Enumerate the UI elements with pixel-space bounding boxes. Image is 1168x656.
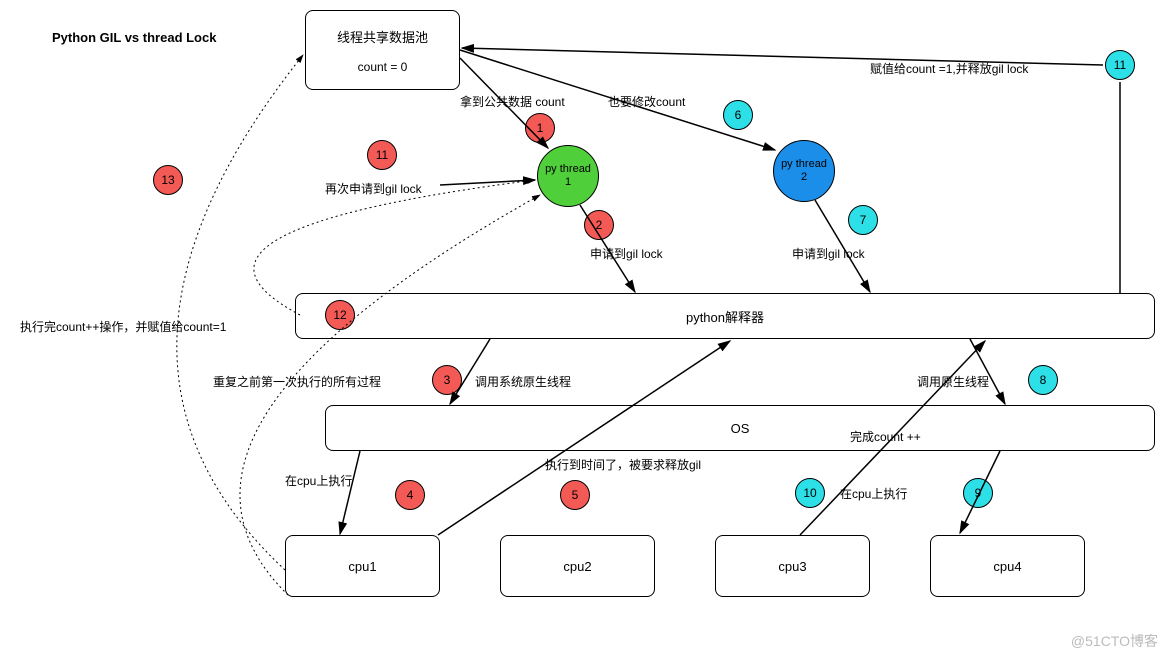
interpreter-label: python解释器 [686,307,764,326]
label-assign2: 赋值给count =1,并释放gil lock [870,60,1028,77]
label-done-pp: 完成count ++ [850,428,921,445]
cpu4-label: cpu4 [993,559,1021,574]
pool-count: count = 0 [358,60,408,74]
step-13: 13 [153,165,183,195]
step-6: 6 [723,100,753,130]
label-release: 执行到时间了，被要求释放gil [545,456,701,473]
label-repeat: 重复之前第一次执行的所有过程 [213,373,381,390]
label-exec-cpu1: 在cpu上执行 [285,472,352,489]
watermark: @51CTO博客 [1071,631,1158,651]
thread2-circle: py thread 2 [773,140,835,202]
os-box: OS [325,405,1155,451]
step-1: 1 [525,113,555,143]
label-reapply: 再次申请到gil lock [325,180,422,197]
label-apply-gil2: 申请到gil lock [792,245,865,262]
cpu3-label: cpu3 [778,559,806,574]
cpu1-label: cpu1 [348,559,376,574]
pool-box: 线程共享数据池 count = 0 [305,10,460,90]
step-10: 10 [795,478,825,508]
label-also-modify: 也要修改count [608,93,685,110]
step-4: 4 [395,480,425,510]
diagram-title: Python GIL vs thread Lock [52,30,216,45]
step-8: 8 [1028,365,1058,395]
label-exec-cpu2: 在cpu上执行 [840,485,907,502]
label-assign1: 执行完count++操作，并赋值给count=1 [20,318,226,335]
interpreter-box: python解释器 [295,293,1155,339]
os-label: OS [731,421,750,436]
label-apply-gil1: 申请到gil lock [590,245,663,262]
step-9: 9 [963,478,993,508]
step-2: 2 [584,210,614,240]
cpu1-box: cpu1 [285,535,440,597]
thread1-circle: py thread 1 [537,145,599,207]
label-call-native2: 调用原生线程 [917,373,989,390]
step-11-cyan: 11 [1105,50,1135,80]
step-12: 12 [325,300,355,330]
step-5: 5 [560,480,590,510]
cpu4-box: cpu4 [930,535,1085,597]
step-11-red: 11 [367,140,397,170]
cpu2-label: cpu2 [563,559,591,574]
label-get-count: 拿到公共数据 count [460,93,565,110]
step-7: 7 [848,205,878,235]
cpu2-box: cpu2 [500,535,655,597]
label-call-native1: 调用系统原生线程 [475,373,571,390]
step-3: 3 [432,365,462,395]
cpu3-box: cpu3 [715,535,870,597]
pool-title: 线程共享数据池 [337,27,428,46]
